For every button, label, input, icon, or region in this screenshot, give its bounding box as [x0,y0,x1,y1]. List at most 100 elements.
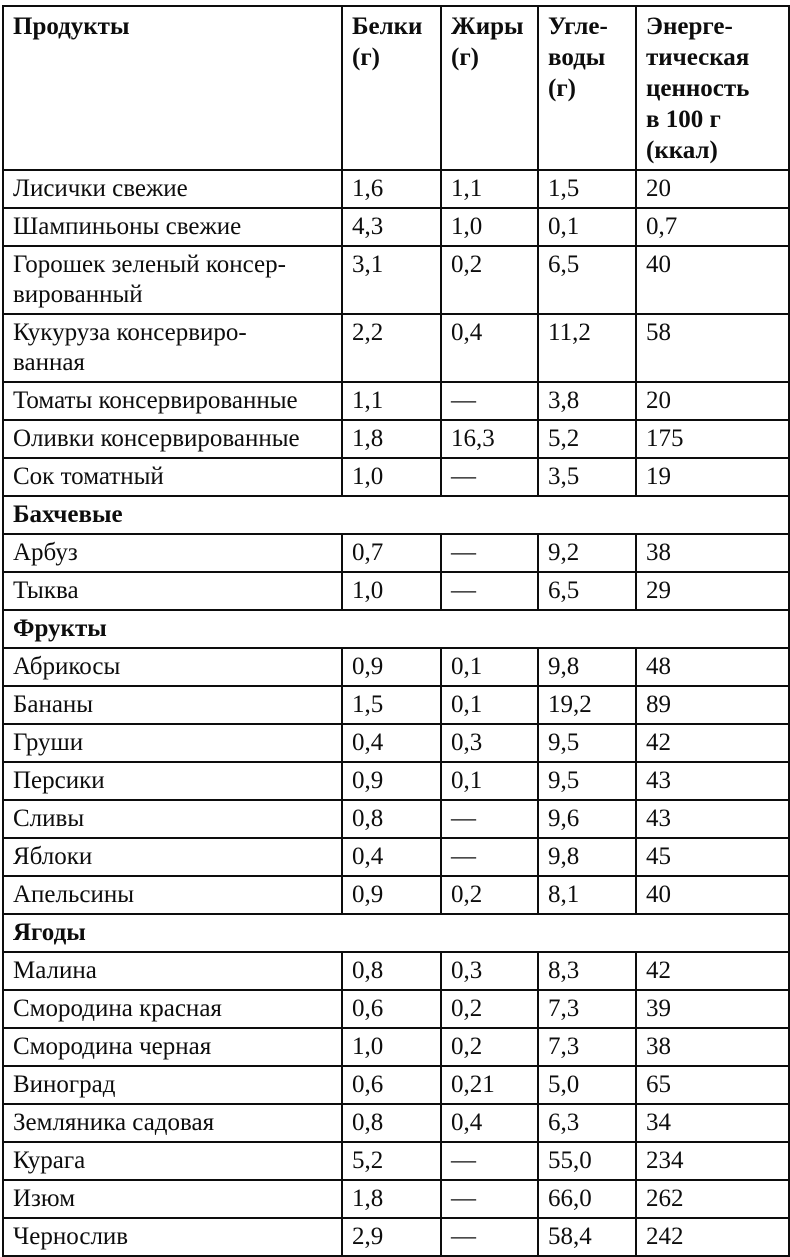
table-row: Арбуз 0,7 — 9,2 38 [2,533,790,573]
fat-cell: 0,1 [440,647,539,687]
table-row: Земляника садовая 0,8 0,4 6,3 34 [2,1103,790,1143]
energy-cell: 38 [635,533,790,573]
product-name-cell: Виноград [2,1065,343,1105]
protein-cell: 2,2 [341,313,442,383]
table-row: Яблоки 0,4 — 9,8 45 [2,837,790,877]
table-row: Кукуруза консервиро- ванная 2,2 0,4 11,2… [2,313,790,383]
table-row: Сок томатный 1,0 — 3,5 19 [2,457,790,497]
product-name-cell: Чернослив [2,1217,343,1257]
energy-cell: 234 [635,1141,790,1181]
fat-cell: — [440,1179,539,1219]
protein-cell: 5,2 [341,1141,442,1181]
fat-cell: 0,4 [440,313,539,383]
product-name-cell: Яблоки [2,837,343,877]
product-name-cell: Шампиньоны свежие [2,207,343,247]
protein-cell: 0,4 [341,723,442,763]
energy-cell: 262 [635,1179,790,1219]
table-row: Апельсины 0,9 0,2 8,1 40 [2,875,790,915]
table-row: Виноград 0,6 0,21 5,0 65 [2,1065,790,1105]
section-title-cell: Ягоды [2,913,790,953]
protein-cell: 0,8 [341,951,442,991]
table-row: Курага 5,2 — 55,0 234 [2,1141,790,1181]
protein-cell: 0,8 [341,799,442,839]
product-name-cell: Персики [2,761,343,801]
table-row: Смородина красная 0,6 0,2 7,3 39 [2,989,790,1029]
carbs-cell: 9,5 [537,723,637,763]
energy-cell: 20 [635,381,790,421]
carbs-cell: 7,3 [537,989,637,1029]
carbs-cell: 9,8 [537,837,637,877]
table-row: Персики 0,9 0,1 9,5 43 [2,761,790,801]
fat-cell: 0,2 [440,989,539,1029]
protein-cell: 1,5 [341,685,442,725]
col-header-fat: Жиры (г) [440,5,539,171]
carbs-cell: 9,2 [537,533,637,573]
table-row: Сливы 0,8 — 9,6 43 [2,799,790,839]
carbs-cell: 5,0 [537,1065,637,1105]
table-row: Чернослив 2,9 — 58,4 242 [2,1217,790,1257]
energy-cell: 58 [635,313,790,383]
protein-cell: 0,9 [341,761,442,801]
energy-cell: 19 [635,457,790,497]
protein-cell: 1,6 [341,169,442,209]
table-row: Горошек зеленый консер- вированный 3,1 0… [2,245,790,315]
energy-cell: 48 [635,647,790,687]
section-row: Бахчевые [2,495,790,535]
carbs-cell: 1,5 [537,169,637,209]
product-name-cell: Смородина красная [2,989,343,1029]
product-name-cell: Сливы [2,799,343,839]
product-name-cell: Смородина черная [2,1027,343,1067]
energy-cell: 34 [635,1103,790,1143]
fat-cell: 0,4 [440,1103,539,1143]
product-name-cell: Кукуруза консервиро- ванная [2,313,343,383]
col-header-products: Продукты [2,5,343,171]
energy-cell: 40 [635,245,790,315]
carbs-cell: 6,3 [537,1103,637,1143]
energy-cell: 39 [635,989,790,1029]
energy-cell: 20 [635,169,790,209]
fat-cell: — [440,571,539,611]
carbs-cell: 11,2 [537,313,637,383]
fat-cell: 0,3 [440,951,539,991]
carbs-cell: 8,3 [537,951,637,991]
protein-cell: 0,9 [341,647,442,687]
energy-cell: 0,7 [635,207,790,247]
protein-cell: 1,0 [341,1027,442,1067]
product-name-cell: Малина [2,951,343,991]
nutrition-table: Продукты Белки (г) Жиры (г) Угле- воды (… [2,5,790,1257]
product-name-cell: Апельсины [2,875,343,915]
carbs-cell: 55,0 [537,1141,637,1181]
energy-cell: 40 [635,875,790,915]
protein-cell: 0,7 [341,533,442,573]
product-name-cell: Изюм [2,1179,343,1219]
product-name-cell: Горошек зеленый консер- вированный [2,245,343,315]
fat-cell: — [440,1141,539,1181]
protein-cell: 1,0 [341,571,442,611]
table-row: Малина 0,8 0,3 8,3 42 [2,951,790,991]
carbs-cell: 58,4 [537,1217,637,1257]
fat-cell: 0,3 [440,723,539,763]
carbs-cell: 7,3 [537,1027,637,1067]
product-name-cell: Арбуз [2,533,343,573]
fat-cell: 0,1 [440,761,539,801]
energy-cell: 43 [635,761,790,801]
energy-cell: 65 [635,1065,790,1105]
table-row: Шампиньоны свежие 4,3 1,0 0,1 0,7 [2,207,790,247]
product-name-cell: Груши [2,723,343,763]
product-name-cell: Земляника садовая [2,1103,343,1143]
product-name-cell: Тыква [2,571,343,611]
product-name-cell: Сок томатный [2,457,343,497]
energy-cell: 45 [635,837,790,877]
fat-cell: 0,21 [440,1065,539,1105]
table-row: Абрикосы 0,9 0,1 9,8 48 [2,647,790,687]
fat-cell: 0,1 [440,685,539,725]
carbs-cell: 8,1 [537,875,637,915]
product-name-cell: Абрикосы [2,647,343,687]
energy-cell: 89 [635,685,790,725]
energy-cell: 42 [635,723,790,763]
fat-cell: — [440,533,539,573]
energy-cell: 43 [635,799,790,839]
carbs-cell: 3,5 [537,457,637,497]
protein-cell: 0,8 [341,1103,442,1143]
